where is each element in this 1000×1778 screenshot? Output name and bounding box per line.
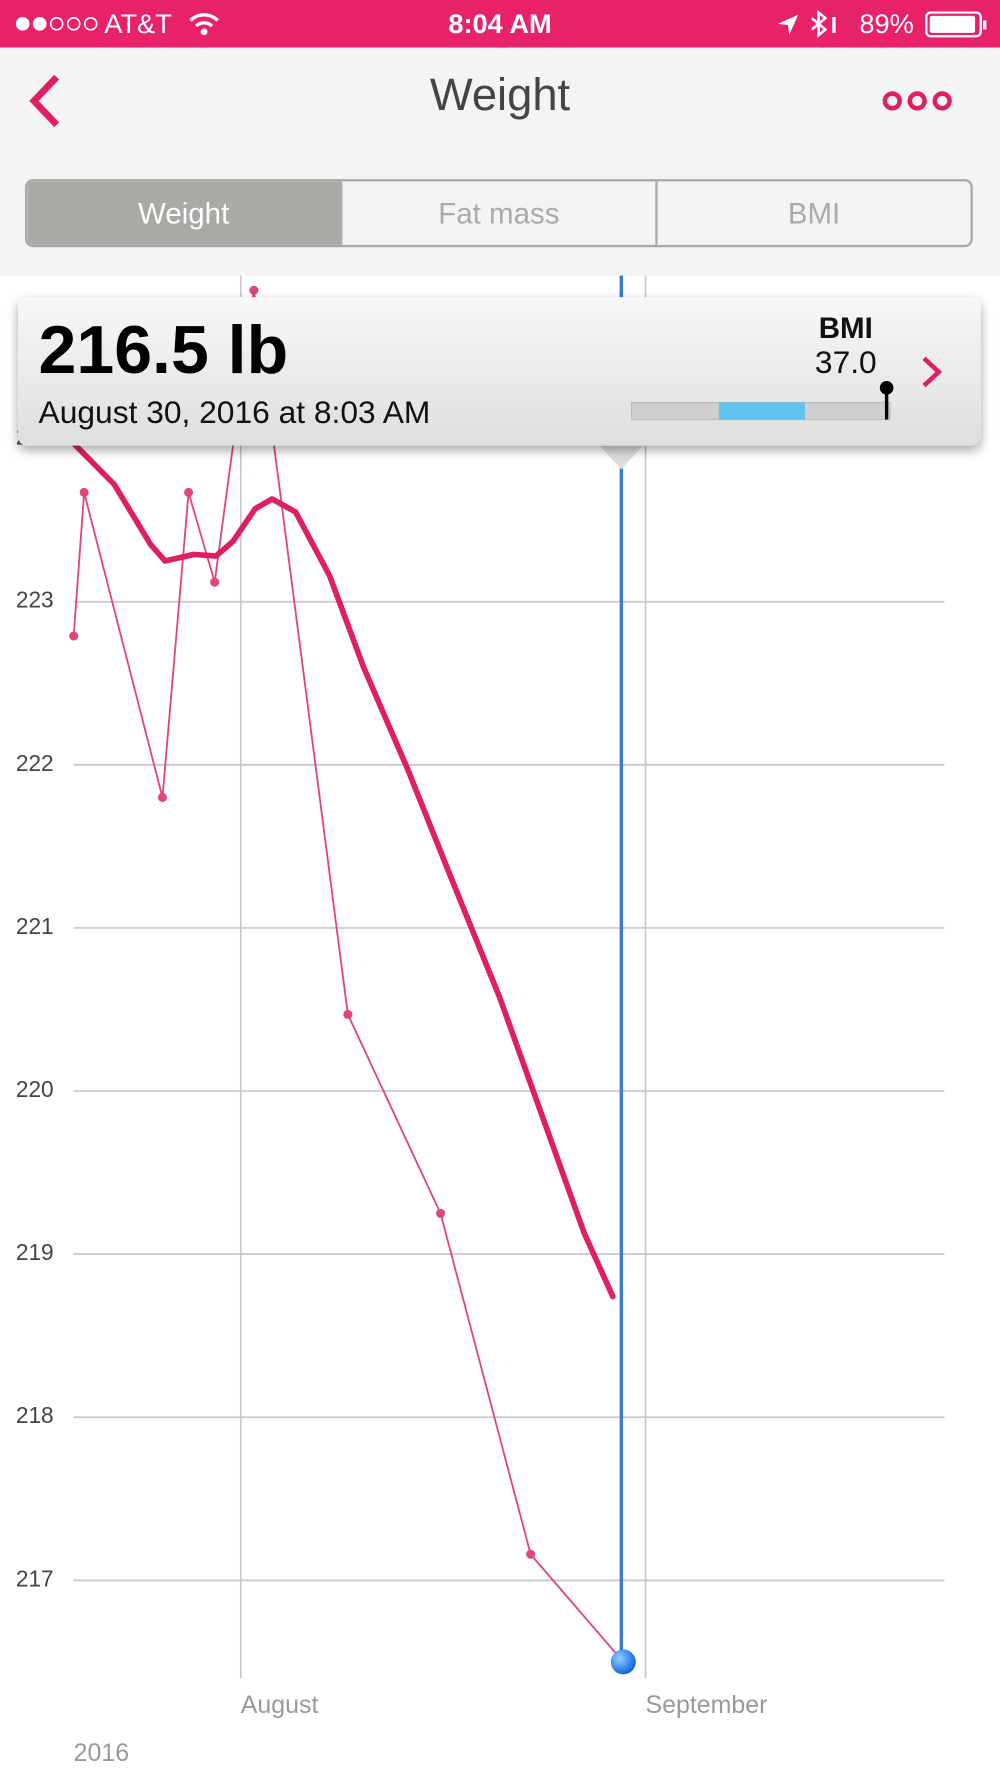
selected-point (610, 1649, 636, 1675)
point (69, 631, 79, 641)
details-chevron[interactable] (918, 354, 947, 390)
series-line (70, 440, 616, 1300)
y-tick-label: 219 (16, 1239, 54, 1265)
y-tick-label: 217 (16, 1565, 54, 1591)
year-label: 2016 (74, 1739, 129, 1767)
tab[interactable]: Weight (27, 181, 341, 245)
bmi-label: BMI (818, 310, 873, 345)
clock: 8:04 AM (448, 9, 552, 40)
bmi-gauge (630, 381, 894, 421)
more-button[interactable] (880, 88, 955, 113)
tooltip-value: 216.5 lb (38, 311, 289, 388)
point (249, 285, 259, 295)
nav-title: Weight (429, 70, 571, 121)
y-tick-label: 218 (16, 1402, 54, 1428)
wifi-icon (189, 13, 219, 36)
point (157, 792, 168, 803)
x-tick-label: August (241, 1691, 319, 1719)
series-line (72, 289, 625, 1663)
grid: 217218219220221222223224AugustSeptember (16, 275, 945, 1719)
tooltip: 216.5 lb August 30, 2016 at 8:03 AM BMI … (18, 297, 981, 446)
location-bluetooth-icons (777, 10, 836, 38)
tab[interactable]: Fat mass (340, 181, 655, 245)
tooltip-date: August 30, 2016 at 8:03 AM (38, 394, 431, 430)
x-tick-label: September (645, 1691, 767, 1719)
carrier: AT&T (104, 9, 172, 40)
bmi-value: 37.0 (814, 344, 877, 380)
plot (69, 285, 636, 1675)
status-bar: AT&T 8:04 AM 89% (0, 0, 1000, 48)
signal-icon (15, 17, 98, 31)
segmented-control: Weight Fat mass BMI (24, 179, 973, 248)
point (526, 1549, 536, 1559)
tab[interactable]: BMI (655, 181, 970, 245)
point (435, 1208, 446, 1218)
point (79, 487, 89, 498)
y-tick-label: 222 (16, 750, 54, 776)
point (210, 577, 220, 587)
point (343, 1009, 353, 1019)
back-button[interactable] (25, 73, 66, 130)
y-tick-label: 220 (16, 1076, 54, 1102)
y-tick-label: 221 (16, 913, 54, 939)
tooltip-pointer (598, 444, 644, 470)
y-tick-label: 223 (16, 587, 54, 613)
point (184, 487, 194, 498)
battery-percent: 89% (859, 9, 914, 40)
battery-icon (925, 11, 987, 38)
